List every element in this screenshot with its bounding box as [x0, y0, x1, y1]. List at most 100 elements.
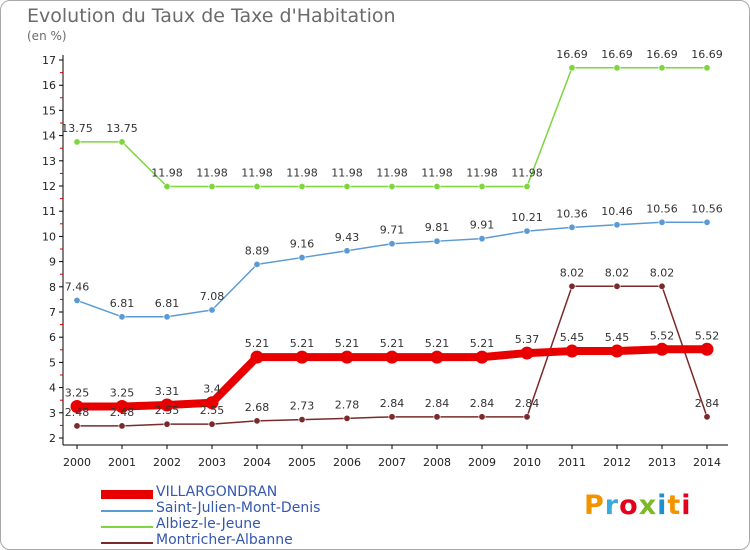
data-point [433, 183, 441, 191]
x-tick-label: 2010 [513, 456, 541, 469]
data-point [298, 183, 306, 191]
data-label: 5.21 [470, 337, 495, 350]
data-label: 2.84 [515, 397, 540, 410]
data-label: 2.55 [155, 404, 180, 417]
data-label: 2.84 [380, 397, 405, 410]
x-tick-label: 2011 [558, 456, 586, 469]
chart-title: Evolution du Taux de Taxe d'Habitation [27, 5, 396, 27]
y-tick-label: 4 [49, 382, 56, 395]
data-point [118, 138, 126, 146]
data-point [163, 420, 171, 428]
data-point [298, 416, 306, 424]
legend-swatch-montricher-albanne [101, 542, 153, 544]
y-tick-label: 6 [49, 331, 56, 344]
logo-letter: i [657, 490, 668, 521]
data-label: 5.21 [290, 337, 315, 350]
x-tick-label: 2012 [603, 456, 631, 469]
data-label: 10.36 [556, 207, 588, 220]
data-label: 2.73 [290, 400, 315, 413]
logo-letter: x [638, 490, 658, 521]
data-label: 5.45 [605, 331, 630, 344]
data-label: 5.21 [335, 337, 360, 350]
data-point [160, 398, 174, 412]
data-point [73, 422, 81, 430]
y-tick-label: 7 [49, 306, 56, 319]
x-tick-label: 2001 [108, 456, 136, 469]
y-tick-label: 10 [42, 230, 56, 243]
data-label: 5.21 [245, 337, 270, 350]
data-label: 10.56 [646, 202, 678, 215]
data-label: 5.37 [515, 333, 540, 346]
data-label: 13.75 [106, 122, 138, 135]
data-point [208, 183, 216, 191]
data-label: 8.02 [605, 266, 630, 279]
data-point [568, 223, 576, 231]
legend-item-albiez-le-jeune: Albiez-le-Jeune [101, 516, 401, 535]
data-point [478, 413, 486, 421]
data-label: 10.46 [601, 205, 633, 218]
data-point [523, 227, 531, 235]
data-label: 6.81 [110, 297, 135, 310]
data-point [613, 282, 621, 290]
data-point [115, 400, 129, 413]
data-point [565, 344, 579, 358]
data-label: 8.02 [650, 266, 675, 279]
data-point [70, 400, 84, 413]
data-label: 16.69 [601, 48, 633, 61]
data-label: 5.52 [695, 329, 720, 342]
chart-unit-label: (en %) [27, 29, 67, 43]
data-point [523, 413, 531, 421]
legend-label-villargondran: VILLARGONDRAN [156, 484, 278, 500]
data-label: 11.98 [286, 167, 318, 180]
data-label: 11.98 [466, 167, 498, 180]
data-point [388, 183, 396, 191]
data-label: 2.78 [335, 398, 360, 411]
x-tick-label: 2002 [153, 456, 181, 469]
data-label: 11.98 [511, 167, 543, 180]
data-point [475, 350, 489, 364]
x-tick-label: 2013 [648, 456, 676, 469]
data-label: 9.43 [335, 231, 360, 244]
data-label: 5.52 [650, 329, 675, 342]
data-point [388, 413, 396, 421]
data-label: 3.25 [65, 387, 90, 400]
data-point [340, 350, 354, 364]
data-point [703, 218, 711, 226]
data-point [295, 350, 309, 364]
data-label: 16.69 [556, 48, 588, 61]
x-tick-label: 2007 [378, 456, 406, 469]
data-point [703, 413, 711, 421]
data-point [568, 64, 576, 72]
data-label: 6.81 [155, 297, 180, 310]
data-point [250, 350, 264, 364]
data-label: 2.84 [695, 397, 720, 410]
data-point [655, 342, 669, 356]
y-tick-label: 12 [42, 180, 56, 193]
data-point [703, 64, 711, 72]
data-label: 16.69 [691, 48, 723, 61]
data-label: 9.81 [425, 221, 450, 234]
data-point [568, 282, 576, 290]
data-point [73, 296, 81, 304]
data-point [658, 218, 666, 226]
data-point [433, 413, 441, 421]
data-label: 10.21 [511, 211, 543, 224]
data-label: 13.75 [61, 122, 93, 135]
logo-letter: P [584, 490, 605, 521]
data-label: 2.84 [425, 397, 450, 410]
y-tick-label: 13 [42, 155, 56, 168]
data-label: 5.21 [425, 337, 450, 350]
y-tick-label: 11 [42, 205, 56, 218]
data-point [520, 346, 534, 360]
logo-letter: o [619, 490, 639, 521]
data-point [253, 260, 261, 268]
data-point [658, 282, 666, 290]
data-point [388, 240, 396, 248]
data-label: 9.91 [470, 219, 495, 232]
data-label: 11.98 [196, 167, 228, 180]
legend-label-montricher-albanne: Montricher-Albanne [156, 532, 293, 548]
data-point [118, 313, 126, 321]
data-label: 9.16 [290, 238, 315, 251]
x-tick-label: 2014 [693, 456, 721, 469]
